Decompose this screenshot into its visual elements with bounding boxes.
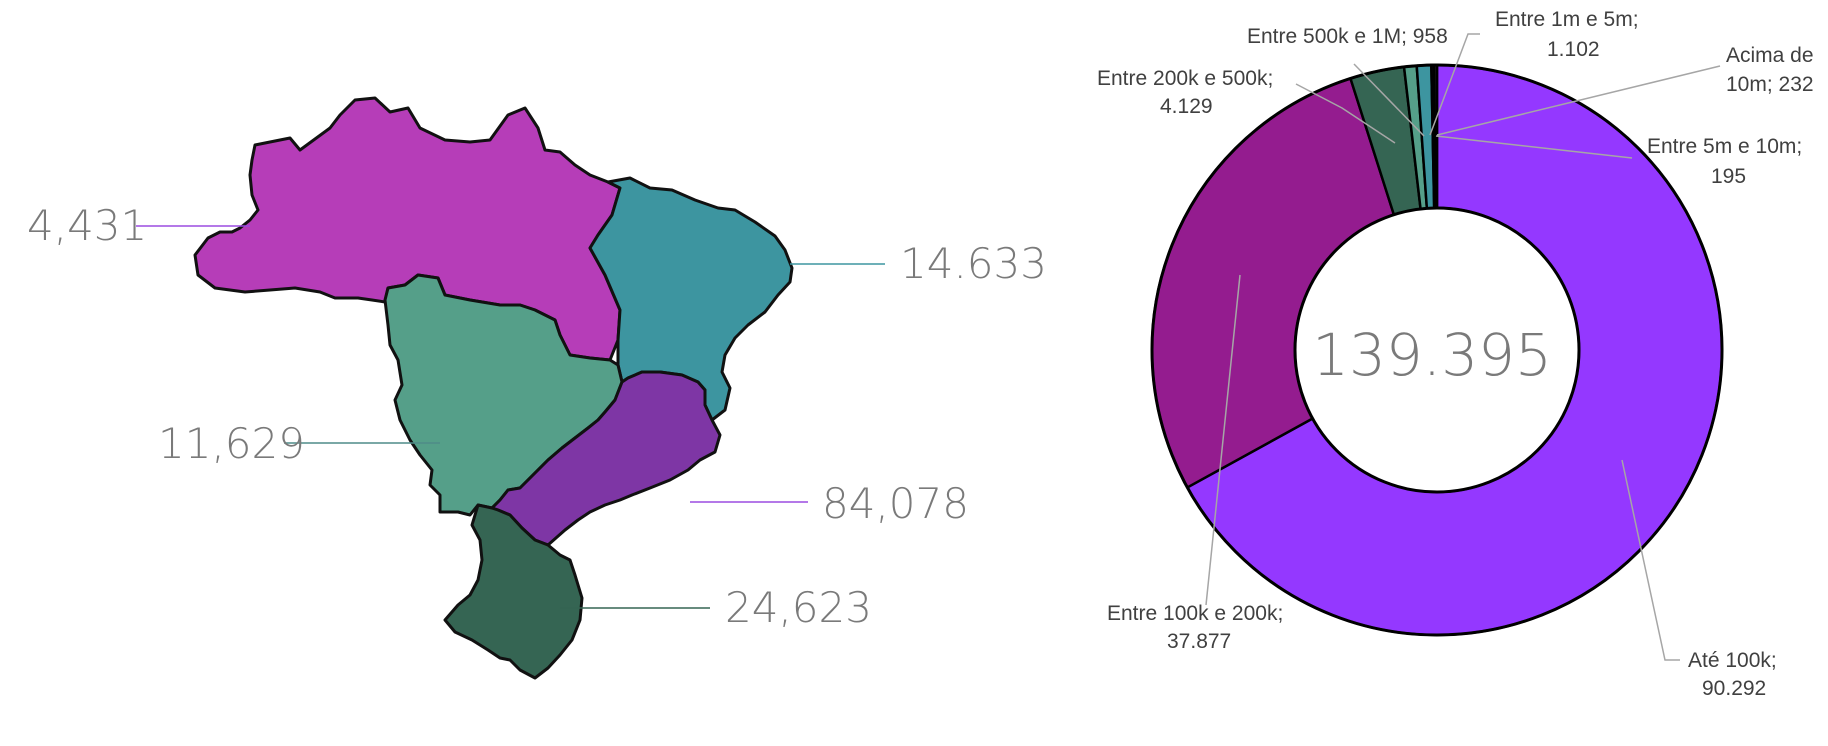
slice-label-100k-200k-name: Entre 100k e 200k; [1107,602,1283,625]
donut-hole [1293,206,1581,494]
region-sudeste [490,370,722,547]
slice-labels: Até 100k; 90.292 Entre 100k e 200k; 37.8… [1097,8,1814,700]
leader-500k-1m [1353,63,1425,137]
region-nordeste [588,176,794,422]
donut-outline-outer [1150,63,1724,637]
leader-5m-10m [1435,135,1633,159]
leader-1m-5m [1429,33,1480,136]
value-label-norte: 4,431 [27,201,147,250]
slice-label-acima-10m-value: 10m; 232 [1726,73,1814,96]
donut-center-total: 139.395 [1312,321,1552,389]
leader-acima-10m [1436,65,1721,136]
value-label-nordeste: 14.633 [900,239,1047,288]
slice-label-500k-1m-name: Entre 500k e 1M; 958 [1247,25,1448,48]
brazil-map [193,96,794,680]
slice-label-200k-500k-name: Entre 200k e 500k; [1097,67,1273,90]
region-sul [443,503,584,680]
slice-label-5m-10m-name: Entre 5m e 10m; [1647,135,1802,158]
slice-label-100k-200k-value: 37.877 [1167,630,1231,653]
slice-label-acima-10m-name: Acima de [1726,44,1814,67]
value-label-centro-oeste: 11,629 [158,419,305,468]
slice-label-1m-5m-name: Entre 1m e 5m; [1495,8,1639,31]
leader-200k-500k [1295,83,1396,144]
leader-100k-200k [1205,274,1241,606]
slice-leader-lines [1205,33,1721,661]
slice-label-1m-5m-value: 1.102 [1547,38,1600,61]
slice-label-ate-100k-name: Até 100k; [1688,649,1777,672]
value-label-sul: 24,623 [725,583,872,632]
slice-label-200k-500k-value: 4.129 [1160,95,1213,118]
leader-ate-100k [1621,459,1680,661]
slice-label-5m-10m-value: 195 [1711,165,1746,188]
map-leader-lines [136,225,885,609]
value-label-sudeste: 84,078 [822,479,969,528]
slice-label-ate-100k-value: 90.292 [1702,677,1766,700]
